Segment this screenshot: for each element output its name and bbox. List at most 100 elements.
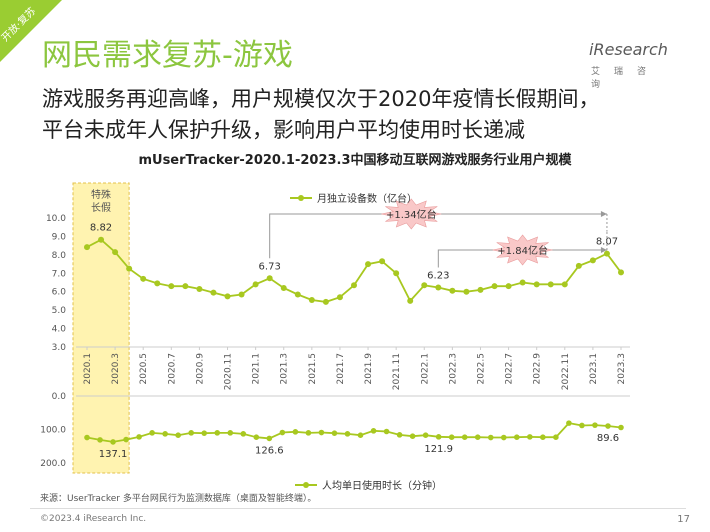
bottom-y-tick-label: 0.0 [52,392,67,402]
top-series-point [379,258,386,265]
top-data-label: 8.07 [596,237,618,248]
bottom-series-point [331,430,338,436]
top-y-tick-label: 6.0 [52,288,67,298]
page-title: 网民需求复苏-游戏 [42,38,293,73]
top-series-point [182,283,189,290]
top-series-point [491,283,498,290]
annotation-label: +1.34亿台 [386,208,437,221]
bottom-series-point [422,432,429,438]
top-series-point [238,291,245,298]
page-number: 17 [677,514,690,525]
source-note: 来源：UserTracker 多平台网民行为监测数据库（桌面及智能终端）。 [40,494,317,504]
x-tick-label: 2021.7 [336,353,346,385]
bottom-y-tick-label: 100.0 [40,426,66,436]
section-corner-tag [0,0,62,62]
bottom-series-point [188,430,194,436]
top-series-point [575,262,582,269]
x-tick-label: 2021.9 [364,353,374,385]
top-y-tick-label: 10.0 [46,214,66,224]
bottom-y-tick-label: 200.0 [40,459,66,469]
bottom-series-point [318,429,325,436]
bottom-series-point [448,434,455,441]
highlight-label-line: 长假 [91,201,111,214]
x-tick-label: 2020.3 [111,353,121,385]
x-tick-label: 2022.11 [561,353,571,390]
x-tick-label: 2020.9 [195,353,205,385]
bottom-data-label: 126.6 [255,445,284,456]
bottom-series-point [279,429,286,436]
x-tick-label: 2022.9 [533,353,543,385]
top-series-point [140,275,147,282]
bottom-series-point [305,430,312,436]
page-subtitle: 游戏服务再迎高峰，用户规模仅次于2020年疫情长假期间， 平台未成年人保护升级，… [42,84,599,146]
copyright: ©2023.4 iResearch Inc. [40,514,147,524]
bottom-data-label: 137.1 [99,449,128,460]
top-series-point [561,281,568,288]
x-tick-label: 2021.11 [392,353,402,390]
x-tick-label: 2020.11 [224,353,234,390]
annotation-burst [492,234,553,266]
annotation-bracket [269,213,607,259]
top-series-point [266,275,273,282]
top-series-point [154,280,161,287]
x-tick-label: 2020.1 [83,353,93,385]
subtitle-line-2: 平台未成年人保护升级，影响用户平均使用时长递减 [42,118,525,142]
top-y-tick-label: 8.0 [52,251,67,261]
bottom-series-point [110,439,116,445]
bottom-series-point [514,434,520,441]
annotation-burst [381,198,442,230]
logo-subtitle: 艾瑞咨询 [591,67,661,90]
bottom-legend-marker [303,482,309,488]
logo-brand: iResearch [589,40,668,59]
top-legend-marker [298,195,304,201]
top-series-point [393,270,400,277]
top-data-label: 8.82 [90,223,112,234]
top-data-label: 6.23 [427,270,449,281]
top-series-point [98,236,105,243]
bottom-series-point [396,432,403,438]
bottom-series-point [253,434,260,441]
iresearch-logo: iResearch 艾瑞咨询 [583,40,678,90]
chart-title: mUserTracker-2020.1-2023.3中国移动互联网游戏服务行业用… [138,153,572,168]
top-series-point [477,286,484,293]
bottom-series-point [240,431,247,437]
annotation-arrowhead [600,247,607,253]
bottom-series-point [383,428,390,435]
bottom-series-point [474,434,481,441]
bottom-series-point [370,428,377,434]
bottom-series-point [266,435,273,442]
bottom-series-point [527,434,533,440]
top-y-tick-label: 7.0 [52,269,67,279]
top-series-point [280,285,287,292]
top-series-point [294,291,301,298]
bottom-series-point [344,431,351,437]
x-tick-label: 2023.1 [589,353,599,385]
x-tick-label: 2021.1 [252,353,262,385]
top-series-point [84,244,90,251]
top-series-point [351,282,357,289]
bottom-series-point [409,433,416,440]
top-series-point [407,297,414,304]
x-tick-label: 2021.3 [280,353,290,385]
bottom-series-point [97,437,103,443]
bottom-data-label: 89.6 [597,433,619,444]
highlight-label-line: 特殊 [91,188,111,201]
x-tick-label: 2021.5 [308,353,318,385]
bottom-series-point [461,434,468,441]
bottom-series-point [540,434,546,441]
bottom-series-point [579,422,585,429]
bottom-series-point [605,423,611,429]
bottom-series-point [214,430,221,436]
bottom-series-point [500,434,507,441]
x-tick-label: 2020.5 [139,353,149,385]
top-series-point [365,261,372,268]
bottom-series-point [592,422,598,428]
top-series-point [519,279,526,286]
top-legend-label: 月独立设备数（亿台） [317,192,417,205]
bottom-series-point [292,429,299,435]
bottom-series-point [162,431,168,437]
bottom-series-point [201,430,208,436]
bottom-series-point [566,420,572,426]
top-data-label: 6.73 [259,261,281,272]
top-y-tick-label: 4.0 [52,325,67,335]
